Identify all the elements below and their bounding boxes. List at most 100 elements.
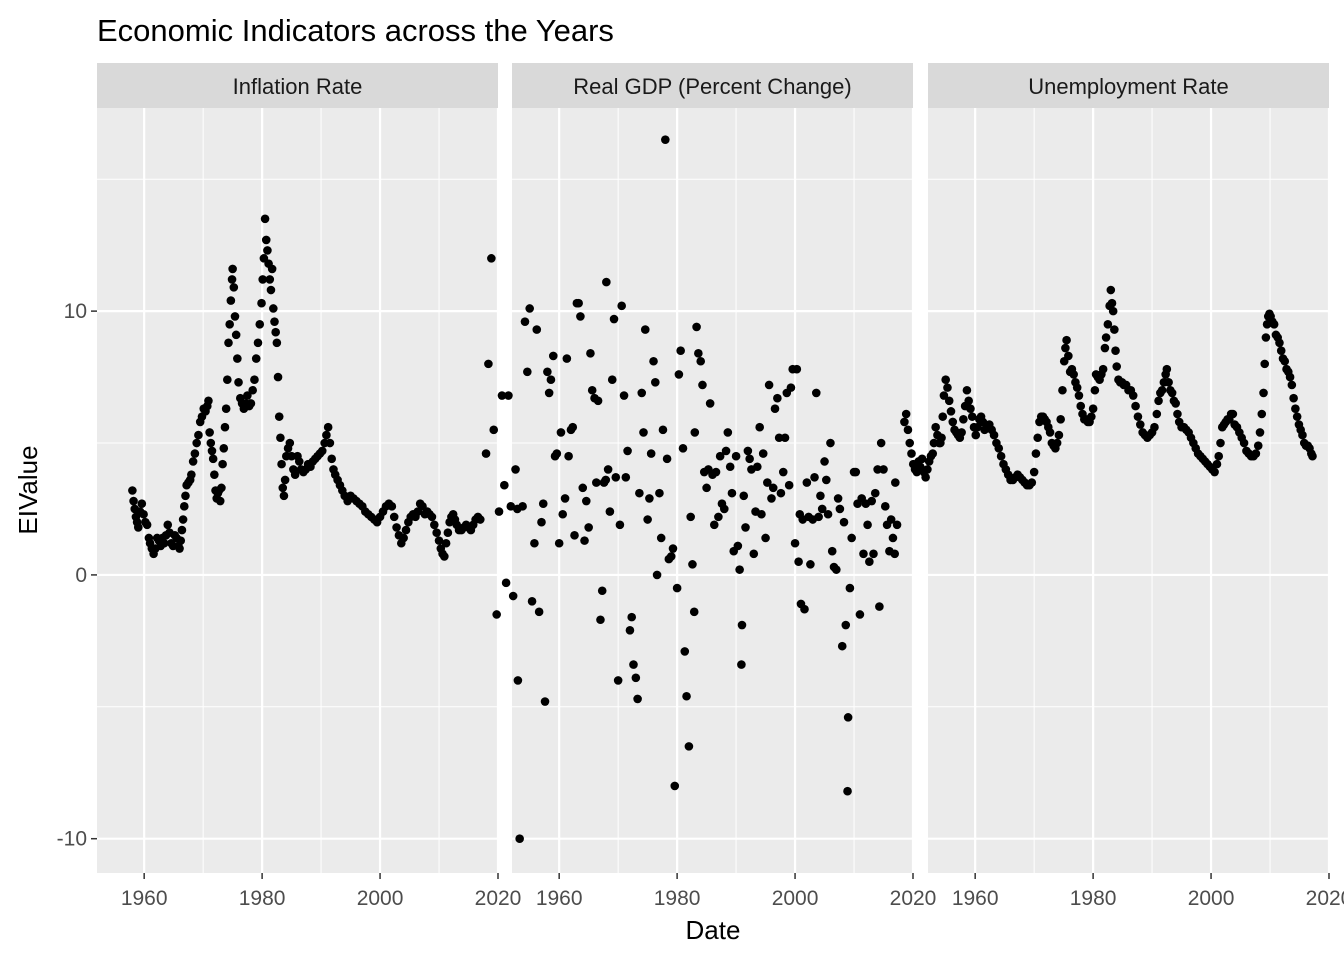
data-point: [688, 560, 697, 569]
data-point: [260, 214, 270, 224]
facet-strip-label: Real GDP (Percent Change): [573, 74, 851, 99]
data-point: [597, 586, 607, 596]
data-point: [640, 325, 650, 334]
data-point: [250, 375, 259, 385]
data-point: [698, 380, 707, 390]
data-point: [948, 417, 958, 427]
data-point: [226, 296, 236, 305]
data-point: [668, 544, 678, 553]
data-point: [187, 470, 196, 479]
data-point: [181, 491, 190, 501]
data-point: [731, 451, 741, 461]
data-point: [207, 446, 217, 456]
data-point: [578, 483, 588, 493]
data-point: [389, 512, 399, 522]
data-point: [1074, 391, 1084, 400]
data-point: [758, 449, 768, 458]
data-point: [1128, 391, 1138, 400]
data-point: [248, 385, 257, 395]
data-point: [967, 412, 977, 421]
data-point: [837, 641, 847, 651]
data-point: [587, 385, 597, 395]
data-point: [220, 422, 230, 432]
data-point: [194, 430, 203, 440]
data-point: [702, 483, 711, 493]
data-point: [670, 781, 680, 791]
data-point: [231, 330, 241, 340]
data-point: [554, 538, 564, 548]
data-point: [205, 428, 214, 437]
data-point: [845, 583, 855, 593]
data-point: [497, 391, 507, 400]
data-point: [609, 314, 619, 324]
data-point: [1131, 401, 1140, 411]
data-point: [1054, 430, 1064, 440]
data-point: [1308, 451, 1317, 461]
data-point: [129, 496, 138, 506]
data-point: [228, 264, 237, 274]
data-point: [662, 454, 672, 464]
facet-panel: Inflation Rate 1960 1980 2000 2020: [97, 63, 521, 910]
data-point: [633, 694, 642, 704]
data-point: [1269, 320, 1279, 329]
x-tick-label: 1960: [536, 887, 583, 910]
data-point: [128, 486, 137, 495]
data-point: [672, 583, 682, 593]
x-tick-label: 1980: [654, 887, 701, 910]
y-tick-label: 0: [75, 564, 87, 587]
data-point: [749, 549, 759, 559]
data-point: [649, 356, 658, 366]
data-point: [580, 536, 589, 545]
data-point: [294, 457, 304, 466]
data-point: [530, 538, 539, 548]
data-point: [966, 404, 975, 414]
data-point: [492, 610, 501, 619]
data-point: [527, 596, 537, 606]
data-point: [558, 509, 568, 519]
data-point: [865, 557, 874, 567]
data-point: [1110, 325, 1119, 334]
data-point: [1033, 433, 1042, 443]
data-point: [273, 372, 283, 382]
data-point: [177, 525, 187, 535]
data-point: [903, 425, 913, 435]
data-point: [957, 428, 966, 437]
data-point: [773, 393, 782, 403]
data-point: [543, 367, 552, 377]
data-points: [128, 214, 485, 561]
data-point: [1087, 412, 1096, 421]
data-point: [943, 383, 952, 392]
data-point: [208, 454, 218, 464]
data-point: [570, 531, 579, 540]
data-point: [274, 412, 284, 421]
data-point: [582, 496, 591, 506]
data-point: [227, 275, 237, 284]
data-point: [711, 467, 721, 477]
data-point: [1259, 388, 1268, 398]
data-point: [544, 388, 554, 398]
data-point: [487, 254, 496, 263]
data-point: [574, 298, 583, 308]
data-point: [1107, 298, 1117, 308]
data-point: [692, 322, 701, 332]
data-point: [757, 509, 766, 519]
data-point: [176, 536, 186, 545]
data-point: [826, 438, 835, 448]
data-point: [745, 454, 754, 464]
data-point: [520, 317, 530, 326]
data-point: [879, 465, 888, 474]
data-point: [733, 541, 743, 551]
data-point: [139, 509, 148, 519]
data-point: [1090, 385, 1100, 395]
data-point: [867, 496, 877, 506]
data-point: [625, 626, 635, 635]
data-point: [392, 523, 401, 532]
data-point: [560, 494, 570, 503]
data-point: [562, 354, 572, 363]
data-point: [778, 467, 788, 477]
data-point: [540, 697, 550, 706]
data-point: [257, 298, 266, 308]
data-point: [682, 691, 691, 701]
facet-strip-label: Inflation Rate: [233, 74, 363, 99]
data-point: [802, 478, 812, 487]
